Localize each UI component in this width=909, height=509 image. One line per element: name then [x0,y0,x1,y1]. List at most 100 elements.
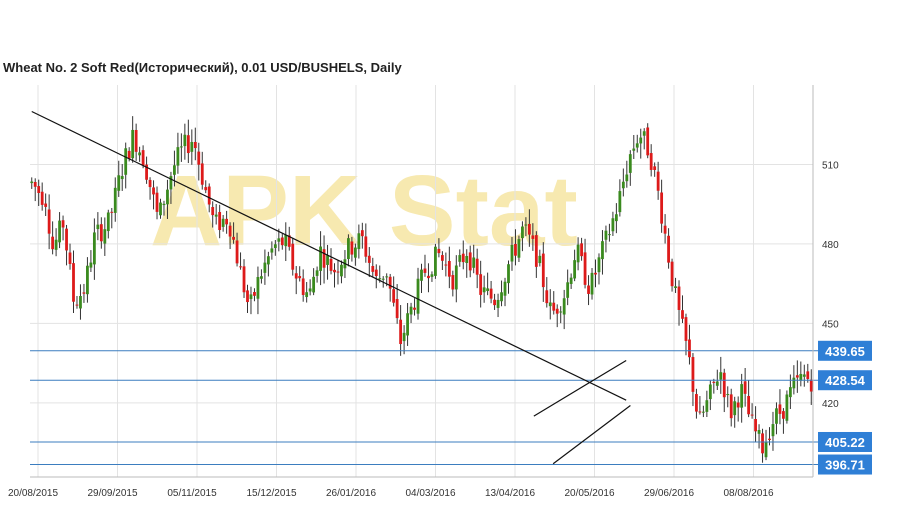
candle-body [621,181,625,189]
candle-body [44,203,48,207]
candle-body [374,269,378,276]
candle-body [430,274,434,277]
candle-body [514,243,517,256]
candle-body [218,211,222,231]
candle-body [642,131,646,136]
candle-body [249,294,253,299]
candle-body [604,230,608,240]
candle-body [573,260,577,279]
candle-body [312,276,316,293]
candle-body [413,307,416,310]
candle-body [434,246,437,276]
candle-body [625,174,629,182]
candle-body [580,243,583,257]
candle-body [263,262,267,273]
level-label: 428.54 [825,373,866,388]
candle-body [298,276,302,279]
candle-body [197,151,201,165]
x-tick-label: 05/11/2015 [167,488,217,499]
candle-body [329,258,333,271]
candle-body [395,299,399,319]
candle-body [757,430,761,434]
candle-body [388,276,392,289]
candle-body [521,226,524,239]
candle-body [782,411,785,419]
candle-body [726,394,730,396]
candle-body [364,236,368,257]
candle-body [193,141,197,149]
candle-body [587,285,590,294]
candle-body [594,272,597,275]
candle-body [639,137,643,144]
candle-body [750,414,754,416]
level-label: 405.22 [825,435,865,450]
candle-body [277,238,281,242]
x-tick-label: 20/08/2015 [8,488,58,499]
candle-body [534,235,538,267]
candle-body [221,218,225,227]
candle-body [183,134,187,147]
candle-body [127,150,131,159]
candle-body [618,191,622,213]
x-tick-label: 29/09/2015 [87,488,137,499]
candle-body [291,243,295,270]
candle-body [284,234,288,247]
candle-body [795,375,799,378]
candle-body [775,408,778,424]
candle-body [51,236,55,250]
candle-body [447,260,451,277]
candle-body [454,265,458,290]
candle-body [409,306,413,315]
trendline-channel-lower [552,405,631,465]
candle-body [510,244,514,262]
candle-body [287,235,291,247]
candle-body [705,400,709,412]
candle-body [778,404,782,414]
horizontal-levels: 439.65 428.54 405.22 396.71 [30,340,872,475]
candle-body [392,289,396,303]
candle-body [747,395,751,415]
candle-body [294,273,298,279]
candle-body [176,147,180,166]
chart-title: Wheat No. 2 Soft Red(Исторический), 0.01… [3,60,402,75]
candle-body [120,176,124,180]
candle-body [204,187,208,191]
candle-body [496,299,500,308]
candle-body [736,402,740,408]
candle-body [273,244,277,248]
candle-body [489,288,493,299]
candle-body [806,371,810,379]
candle-body [646,127,650,156]
candle-body [681,310,684,319]
candle-body [214,214,218,217]
y-tick-label: 420 [822,399,839,410]
candle-body [256,276,260,299]
candle-body [458,255,462,262]
candle-body [40,191,44,205]
candle-body [225,218,229,225]
candle-body [68,252,72,264]
candle-body [444,264,448,266]
candle-body [79,296,82,309]
candle-body [663,225,667,234]
candle-body [381,278,385,280]
candle-body [106,212,110,232]
candle-body [590,272,594,295]
candle-body [131,129,135,159]
candle-body [155,192,159,212]
candle-body [632,148,636,151]
candle-body [141,150,145,166]
candles [30,116,813,463]
candle-body [301,278,305,295]
candle-body [482,287,486,293]
candle-body [531,235,535,239]
candle-body [695,394,698,412]
level-box [818,340,872,361]
candle-body [437,248,441,254]
candle-body [110,211,114,213]
level-label: 396.71 [825,458,865,473]
x-tick-label: 26/01/2016 [326,488,376,499]
candle-body [667,235,670,263]
candle-body [493,299,496,306]
candle-body [538,255,542,264]
